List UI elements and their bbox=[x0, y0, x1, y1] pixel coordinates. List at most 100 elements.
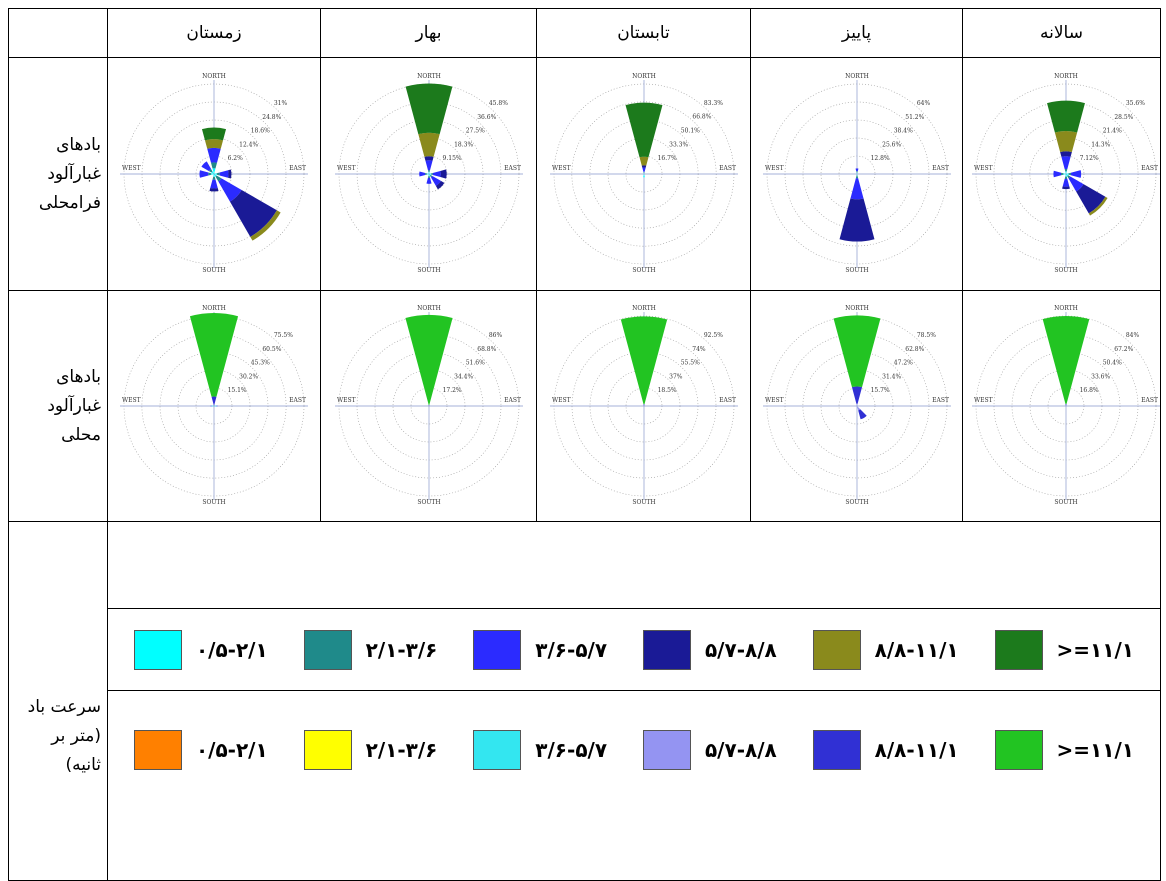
petal-segment bbox=[643, 174, 645, 177]
petal-segment bbox=[1076, 184, 1105, 213]
direction-label: EAST bbox=[504, 397, 521, 404]
legend-item: ۸/۸-۱۱/۱ bbox=[813, 630, 959, 670]
petal-segment bbox=[217, 172, 220, 175]
ring-label: 47.2% bbox=[893, 360, 912, 367]
ring-label: 60.5% bbox=[262, 346, 281, 353]
petal-segment bbox=[440, 169, 446, 178]
ring-label: 15.7% bbox=[870, 387, 889, 394]
ring-label: 33.6% bbox=[1091, 373, 1110, 380]
legend-label: ۳/۶-۵/۷ bbox=[535, 738, 607, 762]
ring-label: 18.6% bbox=[251, 128, 270, 135]
ring-label: 17.2% bbox=[442, 387, 461, 394]
legend-item: ۸/۸-۱۱/۱ bbox=[813, 730, 959, 770]
direction-label: SOUTH bbox=[845, 267, 868, 274]
direction-label: EAST bbox=[719, 165, 736, 172]
ring-label: 67.2% bbox=[1114, 346, 1133, 353]
legend-label: ۸/۸-۱۱/۱ bbox=[875, 638, 959, 662]
petal-segment bbox=[1065, 169, 1068, 172]
direction-label: NORTH bbox=[1054, 73, 1078, 80]
direction-label: NORTH bbox=[632, 305, 656, 312]
direction-label: SOUTH bbox=[1054, 267, 1077, 274]
direction-label: EAST bbox=[504, 165, 521, 172]
petal-segment bbox=[207, 148, 221, 163]
petal-segment bbox=[190, 313, 238, 397]
direction-label: SOUTH bbox=[202, 499, 225, 506]
ring-label: 45.8% bbox=[488, 100, 507, 107]
ring-label: 31.4% bbox=[882, 373, 901, 380]
ring-label: 28.5% bbox=[1114, 114, 1133, 121]
column-header: زمستان bbox=[108, 9, 321, 58]
wind-rose: 16.8%33.6%50.4%67.2%84%NORTHSOUTHEASTWES… bbox=[963, 291, 1166, 517]
petal-segment bbox=[855, 175, 857, 178]
legend-item: ۰/۵-۲/۱ bbox=[134, 730, 268, 770]
direction-label: NORTH bbox=[202, 305, 226, 312]
petal-segment bbox=[1053, 171, 1061, 178]
legend-label: ۳/۶-۵/۷ bbox=[535, 638, 607, 662]
legend-swatch bbox=[304, 730, 352, 770]
petal-segment bbox=[642, 168, 645, 172]
ring-label: 18.3% bbox=[454, 141, 473, 148]
petal-segment bbox=[1068, 173, 1071, 176]
direction-label: EAST bbox=[1141, 397, 1158, 404]
legend-item: >=۱۱/۱ bbox=[995, 730, 1134, 770]
petal-segment bbox=[212, 177, 215, 180]
wind-rose: 16.7%33.3%50.1%66.8%83.3%NORTHSOUTHEASTW… bbox=[541, 59, 747, 285]
column-header: بهار bbox=[321, 9, 537, 58]
direction-label: NORTH bbox=[417, 73, 441, 80]
wind-rose: 9.15%18.3%27.5%36.6%45.8%NORTHSOUTHEASTW… bbox=[326, 59, 532, 285]
ring-label: 50.1% bbox=[680, 128, 699, 135]
petal-segment bbox=[1047, 101, 1085, 133]
ring-label: 68.8% bbox=[477, 346, 496, 353]
row-label: بادهای غبارآلود فرامحلی bbox=[9, 58, 108, 291]
ring-label: 31% bbox=[274, 100, 288, 107]
ring-label: 34.4% bbox=[454, 373, 473, 380]
legend-cell: ۰/۵-۲/۱ ۲/۱-۳/۶ ۳/۶-۵/۷ ۵/۷-۸/۸ ۸/۸-۱۱/۱ >=۱۱… bbox=[108, 522, 1161, 881]
petal-segment bbox=[210, 180, 218, 189]
legend-label: >=۱۱/۱ bbox=[1057, 738, 1134, 762]
legend-item: ۵/۷-۸/۸ bbox=[643, 730, 777, 770]
legend-item: >=۱۱/۱ bbox=[995, 630, 1134, 670]
direction-label: NORTH bbox=[845, 305, 869, 312]
direction-label: WEST bbox=[122, 165, 141, 172]
petal-segment bbox=[230, 190, 277, 237]
direction-label: WEST bbox=[765, 397, 784, 404]
legend-item: ۰/۵-۲/۱ bbox=[134, 630, 268, 670]
ring-label: 74% bbox=[692, 346, 706, 353]
ring-label: 84% bbox=[1126, 332, 1140, 339]
ring-label: 86% bbox=[488, 332, 502, 339]
legend-swatch bbox=[813, 630, 861, 670]
petal-segment bbox=[1063, 173, 1066, 174]
legend-item: ۲/۱-۳/۶ bbox=[304, 630, 438, 670]
direction-label: NORTH bbox=[417, 305, 441, 312]
corner-cell bbox=[9, 9, 108, 58]
petal-segment bbox=[210, 405, 211, 407]
wind-rose: 17.2%34.4%51.6%68.8%86%NORTHSOUTHEASTWES… bbox=[326, 291, 532, 517]
direction-label: EAST bbox=[289, 397, 306, 404]
petal-segment bbox=[405, 84, 452, 135]
petal-segment bbox=[425, 160, 432, 170]
legend-label: ۸/۸-۱۱/۱ bbox=[875, 738, 959, 762]
petal-segment bbox=[1061, 156, 1070, 169]
petal-segment bbox=[216, 405, 217, 407]
ring-label: 30.2% bbox=[239, 373, 258, 380]
column-header: سالانه bbox=[963, 9, 1161, 58]
wind-rose: 15.1%30.2%45.3%60.5%75.5%NORTHSOUTHEASTW… bbox=[111, 291, 317, 517]
ring-label: 35.6% bbox=[1126, 100, 1145, 107]
wind-rose: 7.12%14.3%21.4%28.5%35.6%NORTHSOUTHEASTW… bbox=[963, 59, 1166, 285]
legend-swatch bbox=[643, 730, 691, 770]
direction-label: WEST bbox=[974, 165, 993, 172]
legend-swatch bbox=[473, 730, 521, 770]
direction-label: EAST bbox=[932, 165, 949, 172]
legend-label: >=۱۱/۱ bbox=[1057, 638, 1134, 662]
legend-swatch bbox=[134, 630, 182, 670]
ring-label: 37% bbox=[669, 373, 683, 380]
